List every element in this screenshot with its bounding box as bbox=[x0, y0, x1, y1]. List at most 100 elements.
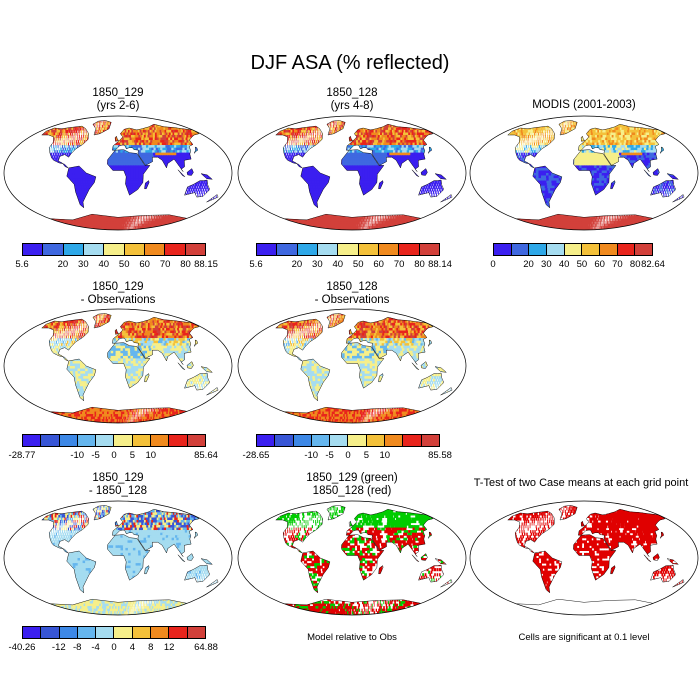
panel-note: Model relative to Obs bbox=[236, 632, 468, 643]
colorbar-swatch bbox=[132, 435, 152, 446]
colorbar-swatch bbox=[311, 435, 331, 446]
colorbar-tick-label: 88.14 bbox=[428, 259, 452, 270]
colorbar-tick-label: 64.88 bbox=[194, 642, 218, 653]
colorbar-swatch bbox=[77, 435, 97, 446]
colorbar-swatch bbox=[600, 244, 618, 255]
colorbar-swatch bbox=[275, 435, 294, 446]
panel-title-line1: 1850_129 bbox=[2, 281, 234, 294]
colorbar-tick-label: 50 bbox=[119, 259, 130, 270]
colorbar-swatch bbox=[59, 627, 78, 638]
colorbar bbox=[22, 626, 206, 639]
colorbar bbox=[256, 243, 440, 256]
map-green-red bbox=[237, 500, 467, 616]
colorbar-swatch bbox=[330, 435, 349, 446]
colorbar-tick-label: 40 bbox=[332, 259, 343, 270]
colorbar bbox=[22, 243, 206, 256]
panel-title-line1: 1850_129 bbox=[2, 87, 234, 100]
colorbar-swatch bbox=[114, 627, 133, 638]
colorbar-swatch bbox=[635, 244, 653, 255]
colorbar-tick-label: 70 bbox=[160, 259, 171, 270]
panel-title-line2: - Observations bbox=[2, 294, 234, 307]
colorbar-tick-label: -4 bbox=[91, 642, 99, 653]
panel-title-line1: MODIS (2001-2003) bbox=[468, 99, 700, 112]
colorbar-swatch bbox=[529, 244, 548, 255]
colorbar-tick-label: 5 bbox=[364, 450, 369, 461]
colorbar-swatch bbox=[547, 244, 565, 255]
colorbar-tick-label: 20 bbox=[292, 259, 303, 270]
colorbar-tick-label: 0 bbox=[490, 259, 495, 270]
colorbar-swatch bbox=[185, 244, 205, 255]
colorbar-tick-label: 10 bbox=[146, 450, 157, 461]
map-1850-129 bbox=[3, 115, 233, 231]
colorbar-swatch bbox=[421, 435, 439, 446]
colorbar-swatch bbox=[617, 244, 636, 255]
colorbar-tick-label: -10 bbox=[304, 450, 318, 461]
colorbar-tick-label: 80 bbox=[414, 259, 425, 270]
panel-title-line2: - 1850_128 bbox=[2, 485, 234, 498]
panel-title: T-Test of two Case means at each grid po… bbox=[462, 477, 700, 490]
colorbar-swatch bbox=[257, 435, 276, 446]
map-case-difference bbox=[3, 500, 233, 616]
colorbar-swatch bbox=[165, 244, 186, 255]
colorbar-swatch bbox=[293, 435, 312, 446]
colorbar-swatch bbox=[385, 435, 404, 446]
colorbar-tick-label: 4 bbox=[130, 642, 135, 653]
colorbar-tick-label: 80 bbox=[630, 259, 641, 270]
panel-title-line1: 1850_128 bbox=[236, 281, 468, 294]
panel-title-line1: 1850_129 bbox=[2, 472, 234, 485]
colorbar-swatch bbox=[366, 435, 386, 446]
colorbar-swatch bbox=[43, 244, 64, 255]
colorbar-tick-label: 60 bbox=[139, 259, 150, 270]
colorbar-swatch bbox=[317, 244, 339, 255]
colorbar-swatch bbox=[114, 435, 133, 446]
colorbar-tick-label: 50 bbox=[353, 259, 364, 270]
colorbar-swatch bbox=[96, 435, 115, 446]
colorbar-tick-label: 5.6 bbox=[15, 259, 28, 270]
colorbar-swatch bbox=[77, 627, 97, 638]
colorbar-tick-label: 0 bbox=[345, 450, 350, 461]
colorbar-swatch bbox=[169, 627, 188, 638]
colorbar-swatch bbox=[104, 244, 125, 255]
colorbar-swatch bbox=[144, 244, 166, 255]
colorbar-tick-label: 20 bbox=[58, 259, 69, 270]
colorbar-swatch bbox=[23, 244, 44, 255]
panel-title-line2: (yrs 4-8) bbox=[236, 100, 468, 113]
panel-title-line2: 1850_128 (red) bbox=[236, 485, 468, 498]
map-1850-128 bbox=[237, 115, 467, 231]
colorbar-swatch bbox=[23, 627, 42, 638]
colorbar-swatch bbox=[348, 435, 367, 446]
colorbar-swatch bbox=[582, 244, 601, 255]
colorbar-tick-label: 40 bbox=[98, 259, 109, 270]
colorbar-tick-label: 8 bbox=[148, 642, 153, 653]
colorbar-tick-label: 88.15 bbox=[194, 259, 218, 270]
colorbar-tick-label: -8 bbox=[73, 642, 81, 653]
colorbar-tick-label: 30 bbox=[541, 259, 552, 270]
colorbar-swatch bbox=[41, 435, 60, 446]
colorbar-tick-label: 82.64 bbox=[641, 259, 665, 270]
panel-title: 1850_129 - 1850_128 bbox=[2, 472, 234, 498]
colorbar-swatch bbox=[124, 244, 145, 255]
colorbar-tick-label: 85.64 bbox=[194, 450, 218, 461]
colorbar-swatch bbox=[494, 244, 512, 255]
colorbar-swatch bbox=[277, 244, 298, 255]
colorbar-tick-label: 20 bbox=[523, 259, 534, 270]
colorbar-tick-label: 50 bbox=[577, 259, 588, 270]
colorbar-swatch bbox=[358, 244, 379, 255]
colorbar-swatch bbox=[378, 244, 400, 255]
colorbar-swatch bbox=[399, 244, 420, 255]
colorbar-swatch bbox=[297, 244, 318, 255]
colorbar-tick-label: 5.6 bbox=[249, 259, 262, 270]
colorbar-swatch bbox=[419, 244, 439, 255]
panel-title-line1: 1850_128 bbox=[236, 87, 468, 100]
colorbar-swatch bbox=[564, 244, 583, 255]
colorbar-swatch bbox=[83, 244, 105, 255]
colorbar-tick-label: 30 bbox=[312, 259, 323, 270]
colorbar-swatch bbox=[511, 244, 530, 255]
panel-title-line1: T-Test of two Case means at each grid po… bbox=[462, 477, 700, 490]
colorbar bbox=[22, 434, 206, 447]
colorbar-swatch bbox=[187, 435, 205, 446]
colorbar-tick-label: -28.65 bbox=[243, 450, 270, 461]
colorbar-tick-label: -28.77 bbox=[9, 450, 36, 461]
colorbar-tick-label: 70 bbox=[612, 259, 623, 270]
colorbar-tick-label: 30 bbox=[78, 259, 89, 270]
